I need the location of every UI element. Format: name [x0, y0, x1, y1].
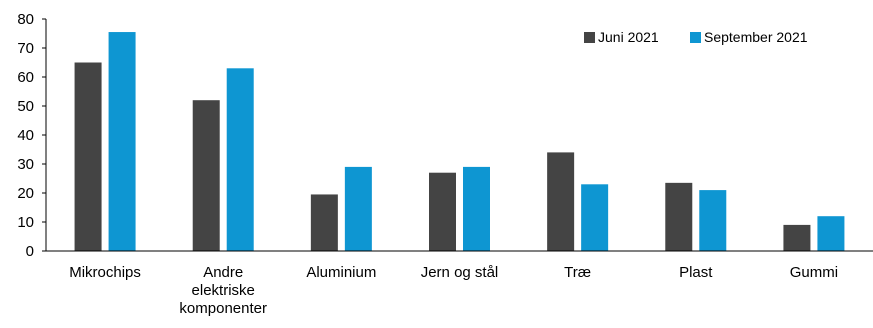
x-tick-label-line: komponenter — [179, 300, 267, 317]
bar-juni-2021 — [74, 62, 102, 251]
y-tick-label: 80 — [17, 11, 34, 28]
y-axis: 0 10 20 30 40 50 60 70 80 — [17, 11, 47, 260]
legend: Juni 2021 September 2021 — [584, 29, 808, 45]
legend-label: Juni 2021 — [598, 29, 659, 45]
x-tick-label-line: Mikrochips — [69, 264, 141, 281]
x-axis: Mikrochips Andre elektriske komponenter Alum… — [46, 250, 873, 317]
x-tick-label-line: Aluminium — [306, 264, 376, 281]
x-tick-label-line: Plast — [679, 264, 713, 281]
bar-juni-2021 — [192, 100, 220, 251]
y-tick-label: 10 — [17, 214, 34, 231]
x-tick-label-line: Gummi — [790, 264, 838, 281]
y-tick-label: 50 — [17, 98, 34, 115]
bar-juni-2021 — [310, 194, 338, 251]
x-tick-label: Aluminium — [306, 264, 376, 281]
bar-juni-2021 — [429, 172, 456, 251]
y-tick-label: 40 — [17, 127, 34, 144]
bars — [74, 32, 845, 251]
bar-juni-2021 — [783, 224, 811, 251]
y-tick-label: 20 — [17, 185, 34, 202]
bar-juni-2021 — [665, 182, 693, 251]
x-tick-label-line: Træ — [564, 264, 591, 281]
x-tick-label-line: Andre — [203, 264, 243, 281]
y-tick-label: 0 — [26, 243, 34, 260]
x-tick-label: Andre elektriske komponenter — [179, 264, 267, 317]
legend-swatch — [690, 32, 701, 43]
bar-september-2021 — [226, 68, 254, 251]
bar-september-2021 — [344, 166, 372, 251]
bar-juni-2021 — [547, 152, 575, 251]
x-tick-label: Jern og stål — [421, 264, 499, 281]
x-tick-label: Plast — [679, 264, 713, 281]
x-tick-label: Gummi — [790, 264, 838, 281]
x-tick-label: Træ — [564, 264, 591, 281]
x-tick-label-line: elektriske — [192, 282, 255, 299]
legend-label: September 2021 — [704, 29, 808, 45]
bar-september-2021 — [581, 184, 609, 251]
x-tick-label: Mikrochips — [69, 264, 141, 281]
y-tick-label: 70 — [17, 40, 34, 57]
x-tick-label-line: Jern og stål — [421, 264, 499, 281]
bar-september-2021 — [699, 190, 727, 251]
bar-september-2021 — [463, 166, 490, 251]
bar-september-2021 — [108, 32, 136, 251]
bar-september-2021 — [817, 216, 845, 251]
y-tick-label: 30 — [17, 156, 34, 173]
y-tick-label: 60 — [17, 69, 34, 86]
legend-swatch — [584, 32, 595, 43]
